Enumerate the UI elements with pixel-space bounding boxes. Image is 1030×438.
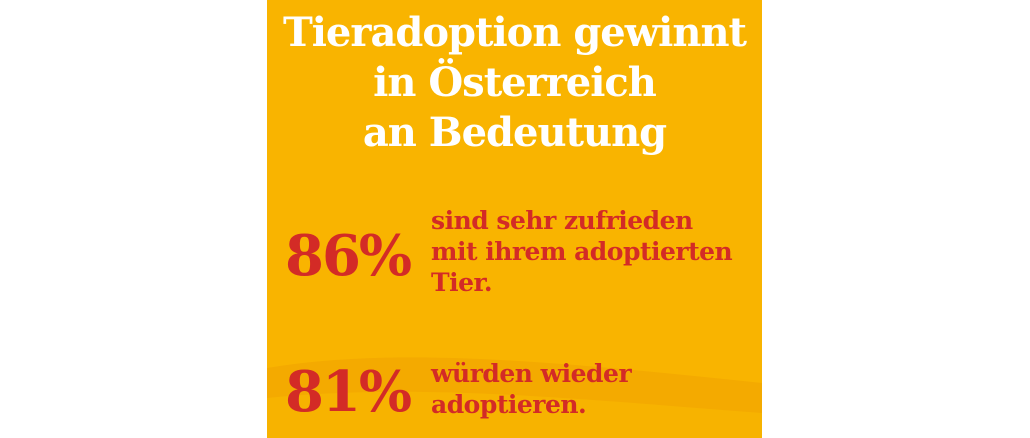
stat-description-line: Tier. xyxy=(431,268,493,297)
stat-percent-readopt: 81% xyxy=(285,359,412,425)
stat-description-satisfied: sind sehr zufrieden mit ihrem adoptierte… xyxy=(431,205,733,298)
stat-description-line: sind sehr zufrieden xyxy=(431,206,693,235)
headline-line-2: in Österreich xyxy=(373,59,657,106)
stat-description-line: mit ihrem adoptierten xyxy=(431,237,733,266)
infographic-panel: Tieradoption gewinnt in Österreich an Be… xyxy=(267,0,762,438)
headline-line-3: an Bedeutung xyxy=(362,109,667,156)
background-wave xyxy=(267,357,762,438)
stat-description-line: adoptieren. xyxy=(431,390,587,419)
headline: Tieradoption gewinnt in Österreich an Be… xyxy=(267,8,762,158)
headline-line-1: Tieradoption gewinnt xyxy=(282,9,747,56)
stat-description-readopt: würden wieder adoptieren. xyxy=(431,358,632,420)
stat-description-line: würden wieder xyxy=(431,359,632,388)
stat-percent-satisfied: 86% xyxy=(285,223,412,289)
